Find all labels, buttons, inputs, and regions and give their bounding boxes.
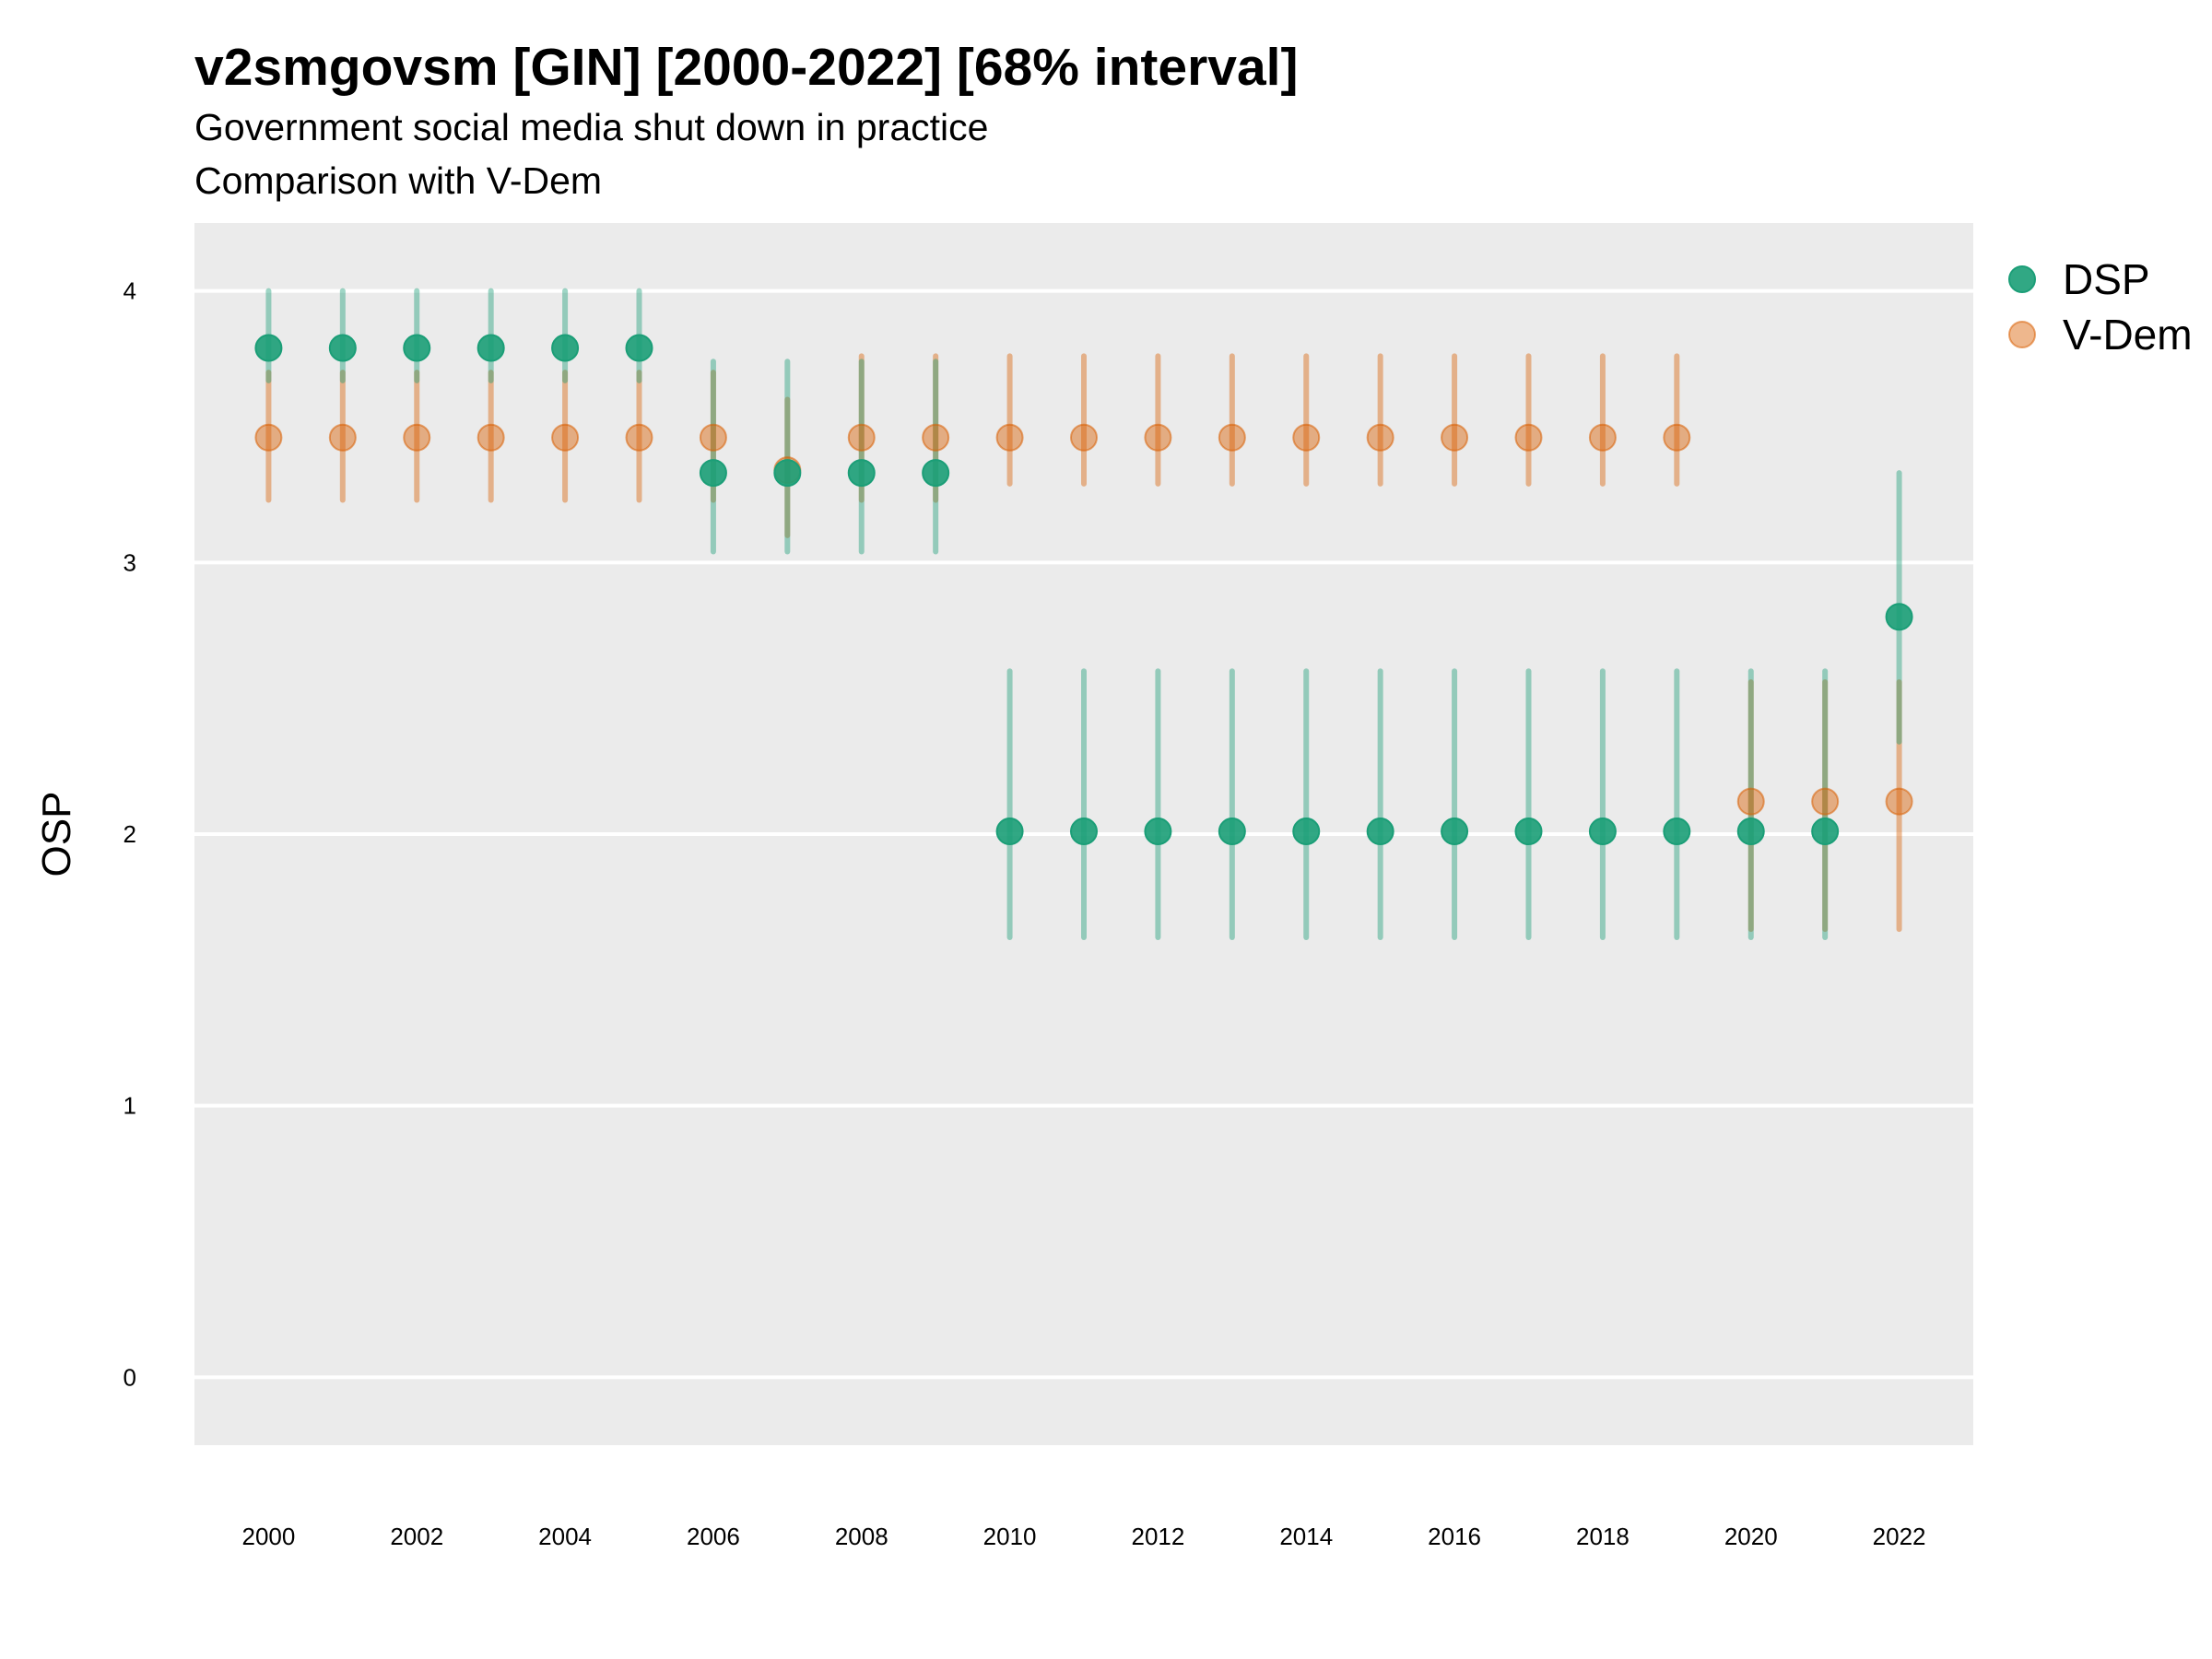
x-tick-label-2006: 2006 [687, 1523, 740, 1550]
point-v-dem-2008 [847, 423, 876, 452]
point-dsp-2014 [1292, 818, 1321, 846]
point-dsp-2012 [1144, 818, 1172, 846]
point-dsp-2013 [1218, 818, 1246, 846]
x-tick-label-2016: 2016 [1428, 1523, 1481, 1550]
point-dsp-2020 [1736, 818, 1765, 846]
point-v-dem-2000 [254, 423, 283, 452]
point-dsp-2007 [773, 459, 802, 488]
x-tick-label-2014: 2014 [1279, 1523, 1333, 1550]
point-v-dem-2002 [403, 423, 431, 452]
point-v-dem-2006 [699, 423, 727, 452]
point-dsp-2018 [1588, 818, 1617, 846]
point-v-dem-2001 [328, 423, 357, 452]
x-tick-label-2012: 2012 [1131, 1523, 1184, 1550]
x-tick-label-2002: 2002 [390, 1523, 443, 1550]
point-dsp-2004 [551, 334, 580, 362]
point-dsp-2001 [328, 334, 357, 362]
chart-subtitle: Government social media shut down in pra… [194, 106, 989, 148]
x-tick-label-2010: 2010 [983, 1523, 1037, 1550]
point-v-dem-2017 [1514, 423, 1543, 452]
x-tick-label-2022: 2022 [1873, 1523, 1926, 1550]
legend-key-v-dem [2008, 321, 2036, 348]
y-tick-label-4: 4 [124, 277, 136, 305]
point-v-dem-2020 [1736, 787, 1765, 816]
point-v-dem-2014 [1292, 423, 1321, 452]
point-dsp-2011 [1070, 818, 1098, 846]
point-v-dem-2018 [1588, 423, 1617, 452]
point-v-dem-2004 [551, 423, 580, 452]
point-v-dem-2009 [922, 423, 950, 452]
point-v-dem-2012 [1144, 423, 1172, 452]
data-points [254, 334, 1913, 846]
point-v-dem-2003 [477, 423, 505, 452]
point-v-dem-2005 [625, 423, 653, 452]
point-dsp-2009 [922, 459, 950, 488]
point-v-dem-2022 [1885, 787, 1913, 816]
x-axis-ticks: 2000 2002 2004 2006 2008 2010 2012 2014 2016 2018… [241, 1523, 1925, 1550]
point-dsp-2005 [625, 334, 653, 362]
point-dsp-2010 [995, 818, 1024, 846]
point-v-dem-2010 [995, 423, 1024, 452]
y-tick-label-2: 2 [124, 820, 136, 848]
point-v-dem-2019 [1663, 423, 1691, 452]
chart-subtitle-comparison: Comparison with V-Dem [194, 159, 603, 202]
x-tick-label-2004: 2004 [538, 1523, 592, 1550]
legend-label-dsp: DSP [2063, 255, 2150, 303]
point-dsp-2000 [254, 334, 283, 362]
point-dsp-2021 [1811, 818, 1840, 846]
point-dsp-2015 [1366, 818, 1394, 846]
chart-title: v2smgovsm [GIN] [2000-2022] [68% interva… [194, 38, 1299, 97]
point-dsp-2008 [847, 459, 876, 488]
x-tick-label-2020: 2020 [1724, 1523, 1778, 1550]
point-v-dem-2011 [1070, 423, 1098, 452]
y-tick-label-0: 0 [124, 1363, 136, 1391]
point-dsp-2019 [1663, 818, 1691, 846]
point-dsp-2002 [403, 334, 431, 362]
point-dsp-2017 [1514, 818, 1543, 846]
x-tick-label-2000: 2000 [241, 1523, 295, 1550]
point-dsp-2006 [699, 459, 727, 488]
x-tick-label-2018: 2018 [1576, 1523, 1630, 1550]
legend: DSP V-Dem [2008, 255, 2193, 359]
y-axis-label: OSP [34, 792, 79, 877]
legend-label-v-dem: V-Dem [2063, 311, 2193, 359]
point-v-dem-2016 [1441, 423, 1469, 452]
legend-key-dsp [2008, 265, 2036, 293]
y-tick-label-1: 1 [124, 1092, 136, 1120]
point-v-dem-2013 [1218, 423, 1246, 452]
point-dsp-2003 [477, 334, 505, 362]
point-dsp-2022 [1885, 603, 1913, 631]
x-tick-label-2008: 2008 [835, 1523, 888, 1550]
y-axis-ticks: 0 1 2 3 4 [124, 277, 136, 1392]
y-tick-label-3: 3 [124, 548, 136, 576]
point-dsp-2016 [1441, 818, 1469, 846]
point-v-dem-2015 [1366, 423, 1394, 452]
point-v-dem-2021 [1811, 787, 1840, 816]
